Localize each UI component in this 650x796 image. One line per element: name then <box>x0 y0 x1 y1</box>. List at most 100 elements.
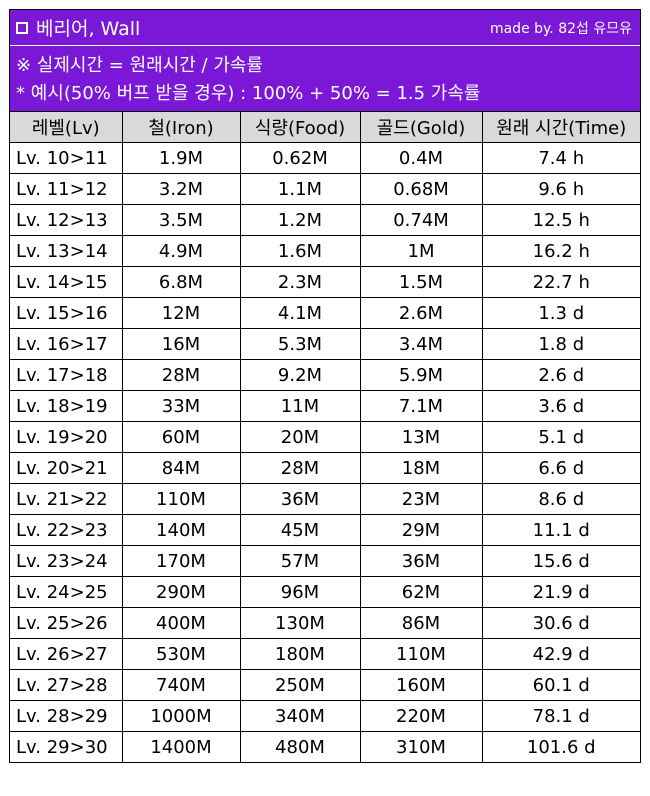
table-body: Lv. 10>11 1.9M 0.62M 0.4M 7.4 h Lv. 11>12 3.2M… <box>10 142 640 762</box>
note-formula: ※ 실제시간 = 원래시간 / 가속률 <box>16 55 263 76</box>
gold-cell: 310M <box>359 731 483 762</box>
iron-cell: 530M <box>121 638 241 670</box>
gold-cell: 110M <box>359 638 483 670</box>
column-header-gold: 골드(Gold) <box>359 112 483 143</box>
table-row: Lv. 11>12 3.2M 1.1M 0.68M 9.6 h <box>10 173 640 205</box>
food-cell: 96M <box>239 576 361 608</box>
food-cell: 9.2M <box>239 359 361 391</box>
iron-cell: 3.5M <box>121 204 241 236</box>
level-cell: Lv. 14>15 <box>10 266 123 298</box>
food-cell: 2.3M <box>239 266 361 298</box>
iron-cell: 33M <box>121 390 241 422</box>
gold-cell: 0.68M <box>359 173 483 205</box>
upgrade-cost-table: 레벨(Lv) 철(Iron) 식량(Food) 골드(Gold) 원래 시간(T… <box>10 112 640 762</box>
table-row: Lv. 27>28 740M 250M 160M 60.1 d <box>10 669 640 701</box>
iron-cell: 16M <box>121 328 241 360</box>
gold-cell: 18M <box>359 452 483 484</box>
table-row: Lv. 20>21 84M 28M 18M 6.6 d <box>10 452 640 484</box>
iron-cell: 140M <box>121 514 241 546</box>
gold-cell: 0.4M <box>359 142 483 174</box>
food-cell: 180M <box>239 638 361 670</box>
page-title: 베리어, Wall <box>36 18 141 40</box>
iron-cell: 1000M <box>121 700 241 732</box>
level-cell: Lv. 21>22 <box>10 483 123 515</box>
food-cell: 45M <box>239 514 361 546</box>
table-row: Lv. 21>22 110M 36M 23M 8.6 d <box>10 483 640 515</box>
table-header-row: 레벨(Lv) 철(Iron) 식량(Food) 골드(Gold) 원래 시간(T… <box>10 112 640 143</box>
iron-cell: 110M <box>121 483 241 515</box>
level-cell: Lv. 10>11 <box>10 142 123 174</box>
level-cell: Lv. 20>21 <box>10 452 123 484</box>
time-cell: 8.6 d <box>481 483 640 515</box>
food-cell: 20M <box>239 421 361 453</box>
time-cell: 5.1 d <box>481 421 640 453</box>
gold-cell: 29M <box>359 514 483 546</box>
gold-cell: 160M <box>359 669 483 701</box>
iron-cell: 3.2M <box>121 173 241 205</box>
level-cell: Lv. 11>12 <box>10 173 123 205</box>
table-row: Lv. 18>19 33M 11M 7.1M 3.6 d <box>10 390 640 422</box>
level-cell: Lv. 25>26 <box>10 607 123 639</box>
table-row: Lv. 12>13 3.5M 1.2M 0.74M 12.5 h <box>10 204 640 236</box>
level-cell: Lv. 17>18 <box>10 359 123 391</box>
food-cell: 57M <box>239 545 361 577</box>
table-row: Lv. 17>18 28M 9.2M 5.9M 2.6 d <box>10 359 640 391</box>
food-cell: 0.62M <box>239 142 361 174</box>
author-credit: made by. 82섭 유므유 <box>489 20 632 37</box>
food-cell: 480M <box>239 731 361 762</box>
gold-cell: 86M <box>359 607 483 639</box>
gold-cell: 5.9M <box>359 359 483 391</box>
table-row: Lv. 16>17 16M 5.3M 3.4M 1.8 d <box>10 328 640 360</box>
iron-cell: 4.9M <box>121 235 241 267</box>
level-cell: Lv. 26>27 <box>10 638 123 670</box>
table-row: Lv. 22>23 140M 45M 29M 11.1 d <box>10 514 640 546</box>
time-cell: 22.7 h <box>481 266 640 298</box>
food-cell: 130M <box>239 607 361 639</box>
gold-cell: 2.6M <box>359 297 483 329</box>
column-header-time: 원래 시간(Time) <box>481 112 640 143</box>
time-cell: 16.2 h <box>481 235 640 267</box>
food-cell: 1.6M <box>239 235 361 267</box>
gold-cell: 220M <box>359 700 483 732</box>
notes-panel: ※ 실제시간 = 원래시간 / 가속률 * 예시(50% 버프 받을 경우) :… <box>10 46 640 112</box>
time-cell: 9.6 h <box>481 173 640 205</box>
level-cell: Lv. 27>28 <box>10 669 123 701</box>
food-cell: 4.1M <box>239 297 361 329</box>
level-cell: Lv. 24>25 <box>10 576 123 608</box>
food-cell: 1.1M <box>239 173 361 205</box>
gold-cell: 36M <box>359 545 483 577</box>
time-cell: 42.9 d <box>481 638 640 670</box>
time-cell: 11.1 d <box>481 514 640 546</box>
time-cell: 78.1 d <box>481 700 640 732</box>
table-row: Lv. 15>16 12M 4.1M 2.6M 1.3 d <box>10 297 640 329</box>
gold-cell: 7.1M <box>359 390 483 422</box>
iron-cell: 84M <box>121 452 241 484</box>
time-cell: 3.6 d <box>481 390 640 422</box>
table-row: Lv. 28>29 1000M 340M 220M 78.1 d <box>10 700 640 732</box>
gold-cell: 23M <box>359 483 483 515</box>
time-cell: 30.6 d <box>481 607 640 639</box>
iron-cell: 60M <box>121 421 241 453</box>
gold-cell: 1.5M <box>359 266 483 298</box>
note-example: * 예시(50% 버프 받을 경우) : 100% + 50% = 1.5 가속… <box>16 83 481 104</box>
time-cell: 15.6 d <box>481 545 640 577</box>
iron-cell: 400M <box>121 607 241 639</box>
food-cell: 250M <box>239 669 361 701</box>
title-group: 베리어, Wall <box>16 14 140 41</box>
iron-cell: 1.9M <box>121 142 241 174</box>
time-cell: 7.4 h <box>481 142 640 174</box>
column-header-level: 레벨(Lv) <box>10 112 123 143</box>
iron-cell: 740M <box>121 669 241 701</box>
table-row: Lv. 10>11 1.9M 0.62M 0.4M 7.4 h <box>10 142 640 174</box>
level-cell: Lv. 19>20 <box>10 421 123 453</box>
iron-cell: 28M <box>121 359 241 391</box>
column-header-food: 식량(Food) <box>239 112 361 143</box>
level-cell: Lv. 12>13 <box>10 204 123 236</box>
table-row: Lv. 19>20 60M 20M 13M 5.1 d <box>10 421 640 453</box>
time-cell: 21.9 d <box>481 576 640 608</box>
gold-cell: 1M <box>359 235 483 267</box>
level-cell: Lv. 15>16 <box>10 297 123 329</box>
table-row: Lv. 23>24 170M 57M 36M 15.6 d <box>10 545 640 577</box>
table-row: Lv. 25>26 400M 130M 86M 30.6 d <box>10 607 640 639</box>
square-outline-icon <box>16 21 28 34</box>
